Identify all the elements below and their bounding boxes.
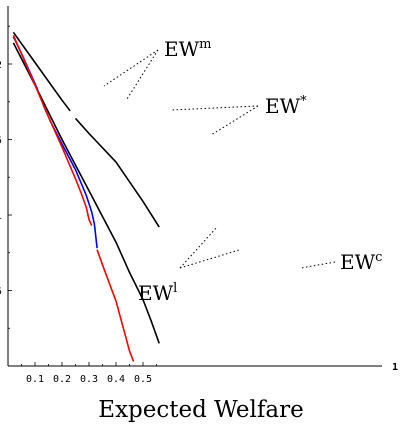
annotation-ewm-base: EW — [164, 37, 200, 61]
annotation-ewstar-base: EW — [265, 94, 301, 118]
annotation-ewm-sup: m — [199, 37, 211, 52]
annotation-ewl-sup: l — [173, 281, 177, 296]
leader-ewstar-2 — [210, 105, 259, 136]
x-tick-label: 0.1 — [26, 374, 44, 385]
x-tick-label: 0.5 — [134, 374, 152, 385]
leader-ewc-1 — [300, 261, 336, 269]
y-ticks: 0.5 1 1.5 2 — [0, 25, 12, 329]
leader-ewl-2 — [179, 249, 240, 269]
series-lines — [12, 31, 160, 362]
y-tick-label: 0.5 — [0, 287, 2, 298]
annotation-ewm: EWm — [164, 37, 211, 61]
series-line-ewl — [12, 34, 93, 226]
leader-ewm-2 — [126, 49, 159, 100]
leader-ewstar-1 — [170, 105, 259, 111]
annotation-ewl: EWl — [138, 281, 177, 305]
annotation-ewl-base: EW — [138, 281, 174, 305]
annotation-ewstar-sup: * — [300, 94, 307, 109]
annotation-ewc-base: EW — [340, 250, 376, 274]
leader-ewl-1 — [179, 226, 218, 269]
series-line-ewl — [96, 249, 135, 362]
series-annotations: EWm EW* EWc EWl — [138, 37, 382, 305]
chart-caption: Expected Welfare — [98, 397, 304, 423]
leader-ewm-1 — [103, 49, 159, 87]
x-tick-label: 0.3 — [80, 374, 98, 385]
x-axis-end-label: 1 — [392, 362, 398, 373]
annotation-ewc: EWc — [340, 250, 382, 274]
series-line-ewc — [12, 42, 160, 344]
annotation-leaders — [103, 49, 336, 269]
axes — [7, 6, 382, 367]
series-line-ewstar — [74, 117, 160, 228]
x-tick-label: 0.2 — [53, 374, 71, 385]
x-tick-label: 0.4 — [107, 374, 125, 385]
y-tick-label: 2 — [0, 60, 2, 71]
y-tick-label: 1.5 — [0, 136, 2, 147]
x-ticks: 0.1 0.2 0.3 0.4 0.5 1 — [21, 362, 398, 385]
series-line-ewm — [42, 104, 98, 249]
annotation-ewstar: EW* — [265, 94, 307, 118]
annotation-ewc-sup: c — [375, 250, 382, 265]
series-line-ewstar — [12, 31, 71, 112]
y-tick-label: 1 — [0, 211, 2, 222]
